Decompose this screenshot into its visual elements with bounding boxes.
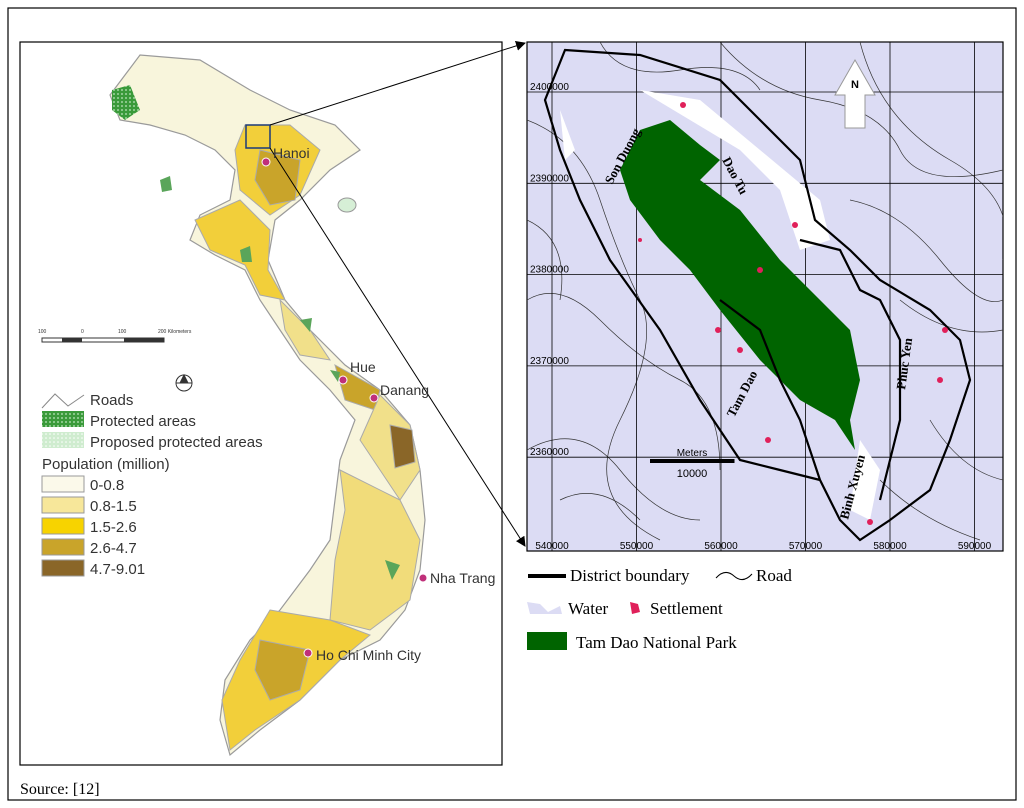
scale-label: 0 — [81, 329, 84, 335]
scale-bar — [650, 459, 735, 463]
city-label: Nha Trang — [430, 570, 495, 586]
y-coordinate-label: 2390000 — [530, 173, 569, 184]
y-coordinate-label: 2360000 — [530, 447, 569, 458]
north-arrow: N — [834, 58, 876, 129]
legend-label: Tam Dao National Park — [576, 633, 737, 652]
right-map: N Meters 10000 Son Duong Dao Tu Tam Dao … — [526, 41, 1004, 552]
scale-length: 10000 — [677, 468, 708, 480]
district-label: Phuc Yen — [893, 336, 915, 390]
scale-label: 100 — [38, 329, 47, 335]
legend-label: Water — [568, 599, 608, 618]
legend-label: 0-0.8 — [90, 477, 124, 494]
legend-label: Road — [756, 566, 792, 585]
city-label: Danang — [380, 382, 429, 398]
legend-label: Protected areas — [90, 413, 196, 430]
legend-label: 2.6-4.7 — [90, 540, 137, 557]
legend-label: 4.7-9.01 — [90, 561, 145, 578]
island — [337, 197, 357, 213]
settlements — [638, 102, 948, 525]
scale-unit: Meters — [677, 448, 708, 459]
region — [389, 424, 416, 469]
pointer-arrow — [269, 40, 526, 126]
y-coordinate-label: 2370000 — [530, 356, 569, 367]
district-boundary — [543, 48, 972, 542]
legend-label: 0.8-1.5 — [90, 498, 137, 515]
national-park — [620, 120, 860, 450]
legend-label: Roads — [90, 392, 133, 409]
x-coordinate-label: 540000 — [535, 541, 569, 552]
y-coordinate-label: 2380000 — [530, 265, 569, 276]
region — [254, 639, 311, 701]
legend-title: Population (million) — [42, 456, 170, 473]
north-arrow-left — [175, 373, 193, 392]
city-label: Ho Chi Minh City — [316, 647, 421, 663]
protected-area — [112, 85, 140, 120]
scale-label: 100 — [118, 329, 127, 335]
left-map: Hanoi Hue Danang Nha Trang Ho Chi Minh C… — [19, 40, 526, 766]
region — [329, 469, 421, 631]
outer-frame — [7, 7, 1017, 801]
source-note: Source: [12] — [20, 781, 100, 798]
x-coordinate-label: 550000 — [620, 541, 654, 552]
x-coordinate-label: 590000 — [958, 541, 992, 552]
y-coordinate-label: 2400000 — [530, 82, 569, 93]
x-coordinate-label: 560000 — [704, 541, 738, 552]
city-label: Hanoi — [273, 145, 310, 161]
scale-bar: 100 0 100 200 Kilometers — [38, 329, 192, 343]
legend-label: District boundary — [570, 566, 690, 585]
pointer-arrow — [269, 147, 526, 547]
zoom-box — [245, 124, 271, 149]
legend-label: Settlement — [650, 599, 723, 618]
meter-scale: Meters 10000 — [650, 448, 735, 480]
water — [560, 90, 880, 520]
scale-label: 200 Kilometers — [158, 329, 192, 335]
city-label: Hue — [350, 359, 376, 375]
x-coordinate-label: 570000 — [789, 541, 823, 552]
city-markers — [261, 157, 428, 658]
legend-label: Proposed protected areas — [90, 434, 263, 451]
north-label: N — [851, 79, 859, 91]
left-legend: Roads Protected areas Proposed protected… — [41, 392, 263, 578]
x-coordinate-label: 580000 — [873, 541, 907, 552]
right-legend: District boundary Road Water Settlement … — [527, 566, 792, 652]
legend-label: 1.5-2.6 — [90, 519, 137, 536]
